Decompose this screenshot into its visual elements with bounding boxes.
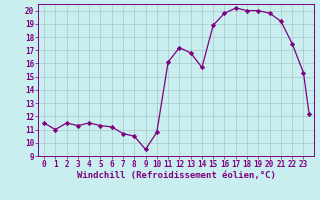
X-axis label: Windchill (Refroidissement éolien,°C): Windchill (Refroidissement éolien,°C) bbox=[76, 171, 276, 180]
